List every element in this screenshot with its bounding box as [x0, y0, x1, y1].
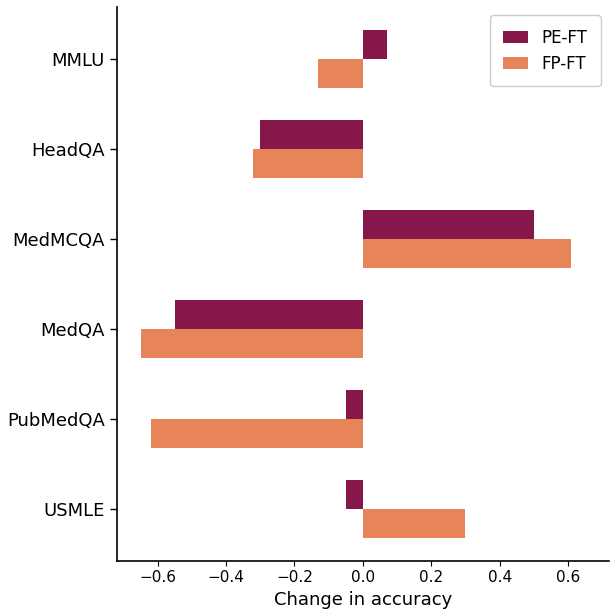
Bar	[253, 149, 363, 177]
Bar	[140, 329, 363, 358]
Bar	[175, 300, 363, 329]
Bar	[363, 239, 572, 268]
Bar	[346, 390, 363, 419]
Bar	[363, 509, 466, 538]
Bar	[318, 59, 363, 87]
X-axis label: Change in accuracy: Change in accuracy	[274, 591, 452, 609]
Bar	[260, 120, 363, 149]
Bar	[363, 30, 387, 59]
Bar	[151, 419, 363, 448]
Bar	[363, 210, 534, 239]
Bar	[346, 480, 363, 509]
Legend: PE-FT, FP-FT: PE-FT, FP-FT	[490, 15, 601, 86]
